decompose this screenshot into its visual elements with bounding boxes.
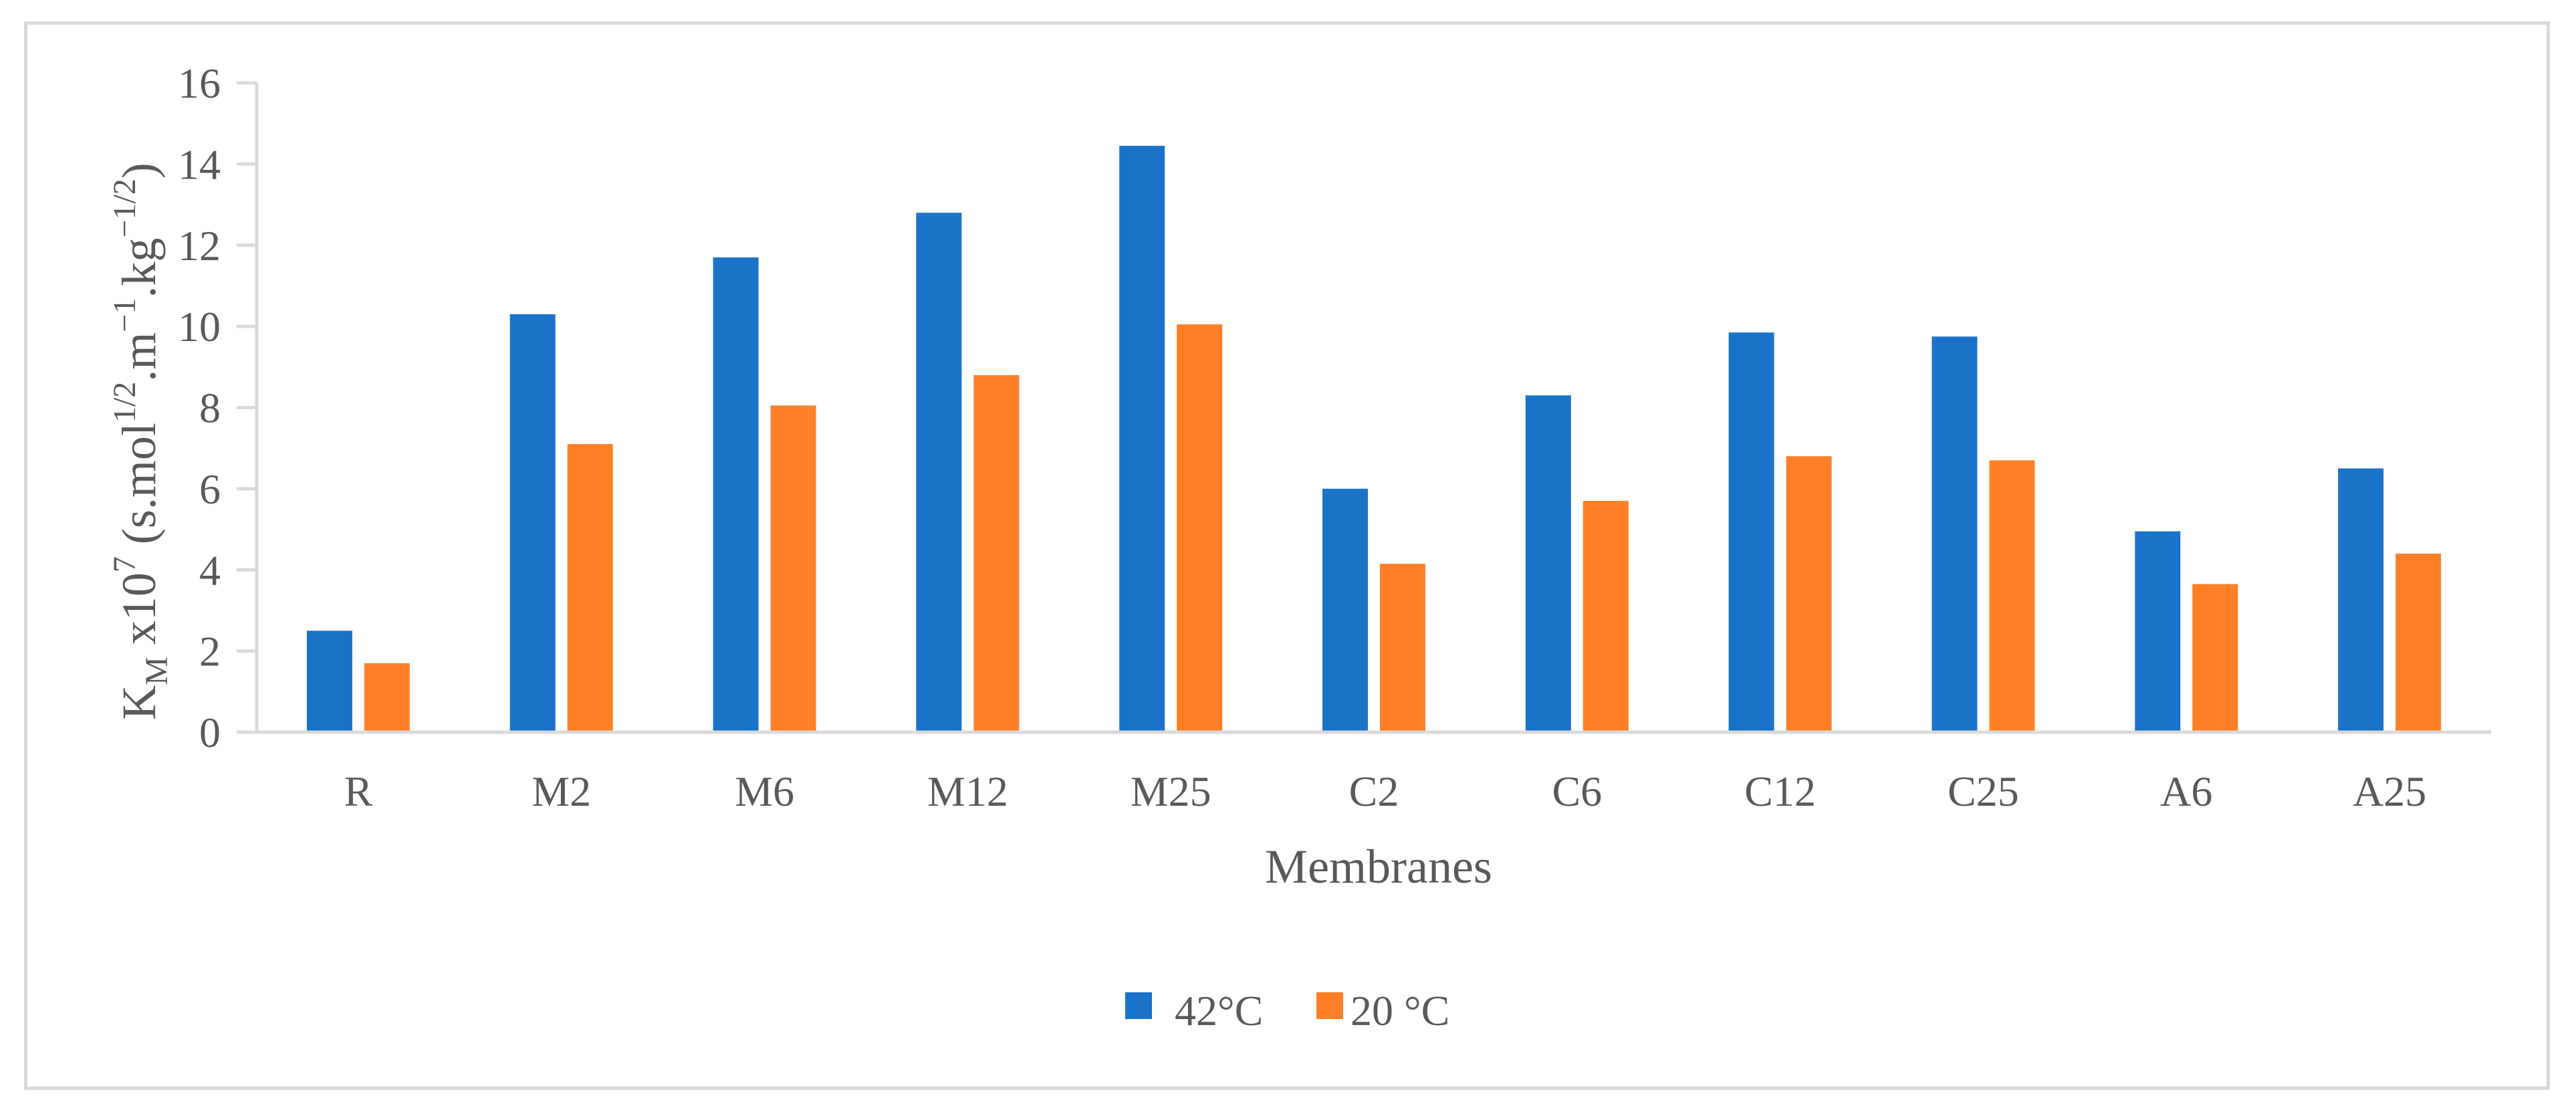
legend-swatch-42c <box>1125 992 1152 1019</box>
bar-c2-42c <box>1322 488 1368 732</box>
x-axis-title: Membranes <box>1265 840 1492 893</box>
bar-a25-42c <box>2338 468 2384 732</box>
legend-label-20c: 20 °C <box>1351 987 1449 1034</box>
y-tick-label: 16 <box>178 60 221 107</box>
x-tick-label: M25 <box>1131 768 1211 815</box>
x-tick-label: C6 <box>1552 768 1602 815</box>
bar-c12-42c <box>1728 332 1774 732</box>
bar-m6-20c <box>770 405 816 732</box>
bar-m2-42c <box>509 314 556 732</box>
bar-m12-20c <box>973 374 1020 732</box>
bar-m6-42c <box>713 257 759 732</box>
legend-label-42c: 42°C <box>1175 987 1263 1034</box>
bar-r-20c <box>364 663 410 732</box>
bar-r-42c <box>306 631 352 732</box>
bars <box>306 146 2442 733</box>
chart-frame <box>24 21 2550 1090</box>
bar-c25-42c <box>1931 336 1978 732</box>
x-tick-label: A25 <box>2353 768 2426 815</box>
x-tick-label: M6 <box>735 768 794 815</box>
bar-c25-20c <box>1989 460 2035 732</box>
bar-m25-20c <box>1177 324 1223 732</box>
y-tick-label: 14 <box>178 140 221 188</box>
bar-a25-20c <box>2395 553 2442 732</box>
y-axis: 0 2 4 6 8 10 12 14 16 <box>178 60 259 756</box>
x-tick-label: C2 <box>1349 768 1399 815</box>
y-tick-label: 6 <box>199 465 221 513</box>
bar-c6-20c <box>1583 501 1629 732</box>
x-tick-label: R <box>344 768 373 815</box>
y-tick-label: 12 <box>178 222 221 269</box>
x-tick-label: M12 <box>927 768 1008 815</box>
y-tick-label: 8 <box>199 384 221 432</box>
x-tick-label: C12 <box>1744 768 1816 815</box>
y-tick-label: 10 <box>178 303 221 350</box>
legend-swatch-20c <box>1316 992 1343 1019</box>
legend: 42°C 20 °C <box>1125 987 1449 1034</box>
x-axis: R M2 M6 M12 M25 C2 C6 C12 C25 A6 A25 <box>257 730 2491 815</box>
y-tick-label: 2 <box>199 628 221 675</box>
bar-m12-42c <box>916 213 962 732</box>
bar-a6-42c <box>2135 531 2181 732</box>
bar-c6-42c <box>1525 395 1571 732</box>
x-tick-label: C25 <box>1948 768 2019 815</box>
x-tick-label: A6 <box>2160 768 2212 815</box>
bar-m2-20c <box>567 444 613 732</box>
bar-a6-20c <box>2192 584 2238 732</box>
y-axis-title: KM x107 (s.mol1/2.m−1.kg−1/2) <box>107 162 174 720</box>
bar-c2-20c <box>1380 564 1425 732</box>
y-tick-label: 0 <box>199 709 221 756</box>
x-tick-label: M2 <box>532 768 591 815</box>
bar-c12-20c <box>1786 456 1832 732</box>
y-tick-label: 4 <box>199 546 221 594</box>
bar-m25-42c <box>1119 146 1165 733</box>
